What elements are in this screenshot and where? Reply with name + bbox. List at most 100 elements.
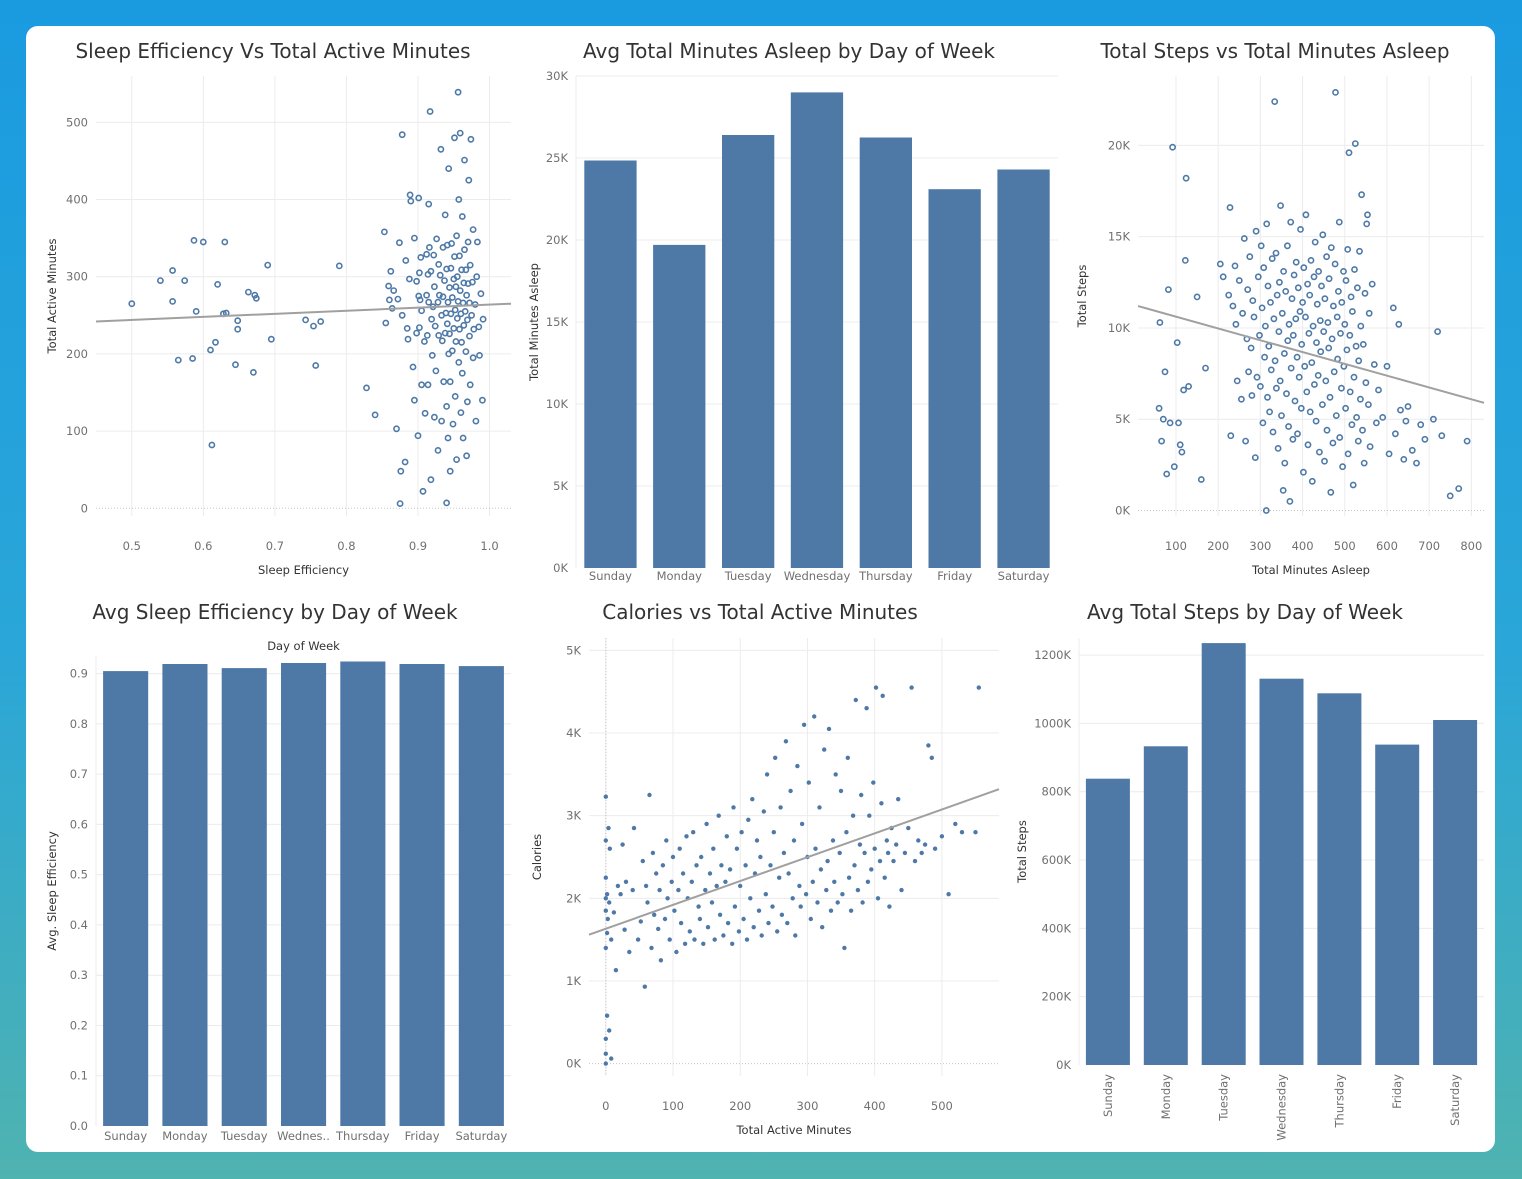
data-point	[1285, 423, 1292, 430]
data-point	[264, 261, 272, 269]
data-point	[604, 1013, 610, 1018]
y-tick-label: 0.6	[70, 817, 88, 831]
data-point	[855, 887, 861, 893]
data-point	[1170, 463, 1178, 471]
data-point	[786, 871, 791, 876]
data-point	[440, 378, 448, 386]
data-point	[828, 908, 834, 913]
data-point	[1357, 322, 1365, 330]
data-point	[232, 361, 239, 369]
data-point	[1417, 421, 1425, 429]
chart-c3: Total Steps vs Total Minutes Asleep Total…	[1075, 39, 1485, 577]
x-tick-label: 0.7	[266, 539, 284, 553]
data-point	[906, 825, 911, 831]
x-tick-label: Saturday	[1448, 1074, 1462, 1126]
y-tick-label: 0.4	[70, 918, 88, 932]
data-point	[466, 261, 474, 269]
data-point	[402, 257, 410, 264]
data-point	[453, 456, 460, 463]
data-point	[469, 354, 477, 362]
data-point	[785, 920, 790, 926]
data-point	[1252, 227, 1260, 235]
data-point	[1176, 441, 1184, 449]
data-point	[473, 273, 481, 281]
data-point	[479, 315, 487, 323]
data-point	[447, 264, 455, 272]
data-point	[741, 916, 746, 922]
data-point	[1455, 485, 1463, 492]
data-point	[1181, 256, 1189, 264]
y-axis-label: Total Active Minutes	[45, 238, 59, 354]
data-point	[798, 904, 803, 909]
data-point	[1278, 309, 1286, 317]
data-point	[1158, 437, 1165, 445]
x-tick-label: Friday	[1390, 1074, 1404, 1109]
data-point	[922, 842, 928, 847]
data-point	[803, 892, 809, 897]
data-point	[719, 863, 724, 868]
data-point	[818, 867, 824, 872]
data-point	[234, 325, 242, 333]
y-tick-label: 1K	[566, 974, 581, 988]
x-tick-label: Friday	[937, 569, 972, 583]
data-point	[645, 900, 650, 905]
data-point	[832, 879, 837, 884]
data-point	[1259, 419, 1267, 427]
data-point	[1294, 284, 1302, 292]
bar	[1085, 778, 1130, 1065]
data-point	[1350, 373, 1358, 381]
data-point	[1463, 437, 1471, 445]
y-tick-label: 2K	[566, 891, 581, 905]
data-point	[1300, 468, 1307, 476]
data-point	[879, 801, 884, 806]
y-tick-label: 0K	[1115, 504, 1130, 518]
data-point	[414, 432, 422, 440]
x-tick-label: Sunday	[1101, 1074, 1115, 1117]
data-point	[192, 307, 200, 315]
data-point	[421, 409, 429, 417]
data-point	[1281, 350, 1288, 357]
data-point	[448, 240, 455, 247]
data-point	[607, 1028, 612, 1033]
data-point	[709, 900, 715, 905]
data-point	[705, 925, 711, 930]
data-point	[1305, 329, 1313, 337]
data-point	[603, 794, 608, 799]
data-point	[401, 458, 409, 466]
data-point	[684, 834, 689, 839]
data-point	[756, 908, 762, 913]
data-point	[770, 904, 775, 909]
data-point	[410, 396, 418, 404]
data-point	[461, 307, 469, 315]
data-point	[448, 347, 456, 355]
data-point	[1256, 331, 1263, 339]
data-point	[438, 417, 445, 425]
data-point	[815, 900, 820, 905]
data-point	[407, 197, 415, 205]
data-point	[1238, 395, 1245, 403]
x-tick-label: 500	[931, 1099, 953, 1113]
data-point	[1269, 428, 1277, 436]
data-point	[444, 298, 452, 306]
data-point	[793, 933, 798, 938]
data-point	[607, 846, 612, 851]
data-point	[1165, 286, 1172, 293]
data-point	[1155, 404, 1163, 412]
data-point	[1246, 253, 1254, 261]
y-tick-label: 200	[66, 347, 88, 361]
chart-c2: Avg Total Minutes Asleep by Day of Week T…	[527, 39, 1058, 583]
data-point	[611, 910, 617, 915]
data-point	[896, 797, 901, 802]
chart-title: Avg Total Steps by Day of Week	[1087, 600, 1403, 624]
data-point	[763, 892, 768, 897]
data-point	[430, 251, 438, 259]
data-point	[810, 879, 815, 884]
x-tick-label: Saturday	[998, 569, 1050, 583]
y-tick-label: 3K	[566, 809, 581, 823]
data-point	[456, 325, 463, 333]
x-tick-label: 0.8	[337, 539, 355, 553]
x-tick-label: 700	[1418, 539, 1440, 553]
chart-title: Sleep Efficiency Vs Total Active Minutes	[75, 39, 470, 63]
data-point	[1235, 277, 1243, 284]
data-point	[244, 288, 252, 296]
